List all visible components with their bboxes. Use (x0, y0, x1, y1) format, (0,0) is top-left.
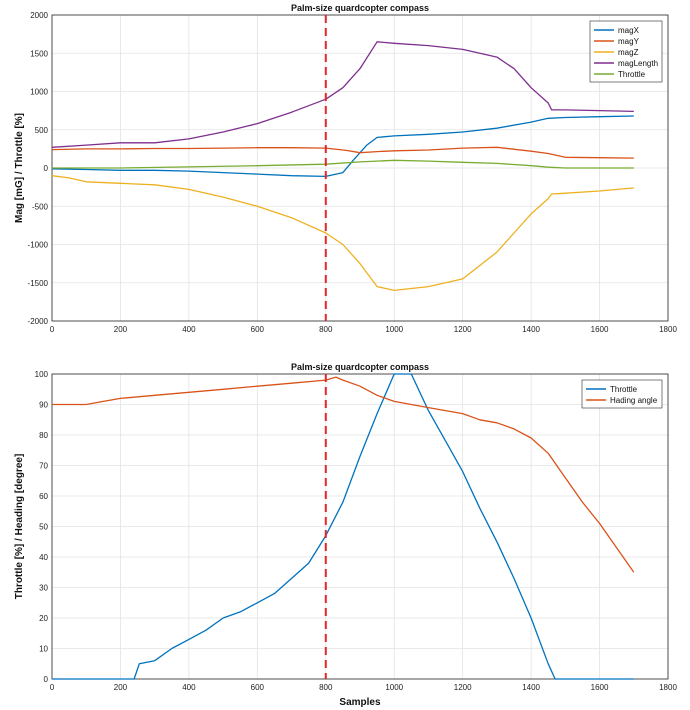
series-line-1-Throttle (52, 373, 634, 680)
x-tick-label-1-9: 1800 (659, 683, 677, 692)
legend-label-0-magX: magX (618, 26, 640, 35)
x-tick-label-0-5: 1000 (385, 325, 403, 334)
x-tick-label-1-4: 800 (319, 683, 333, 692)
chart-title-1: Palm-size quardcopter compass (291, 362, 429, 372)
x-axis-label-1: Samples (339, 697, 381, 708)
x-tick-label-1-0: 0 (50, 683, 55, 692)
y-tick-label-1-3: 30 (39, 584, 48, 593)
y-tick-label-1-9: 90 (39, 401, 48, 410)
x-tick-label-1-2: 400 (182, 683, 196, 692)
x-tick-label-0-1: 200 (114, 325, 128, 334)
x-tick-label-0-4: 800 (319, 325, 333, 334)
y-tick-label-0-5: 500 (35, 126, 49, 135)
x-tick-label-1-6: 1200 (454, 683, 472, 692)
legend-label-0-magY: magY (618, 37, 640, 46)
legend-label-1-Hading angle: Hading angle (610, 396, 658, 405)
y-tick-label-0-3: -500 (32, 202, 49, 211)
y-axis-label-0: Mag [mG] / Throttle [%] (14, 113, 25, 223)
x-tick-label-1-3: 600 (251, 683, 265, 692)
legend-label-0-Throttle: Throttle (618, 70, 646, 79)
y-tick-label-0-2: -1000 (28, 241, 49, 250)
x-tick-label-1-1: 200 (114, 683, 128, 692)
legend-label-1-Throttle: Throttle (610, 385, 638, 394)
chart-title-0: Palm-size quardcopter compass (291, 3, 429, 13)
y-tick-label-1-1: 10 (39, 645, 48, 654)
x-tick-label-0-7: 1400 (522, 325, 540, 334)
legend-label-0-magLength: magLength (618, 59, 658, 68)
y-tick-label-1-8: 80 (39, 431, 48, 440)
y-tick-label-1-10: 100 (35, 370, 49, 379)
axes-frame-1 (51, 373, 669, 680)
x-tick-label-1-8: 1600 (591, 683, 609, 692)
y-tick-label-1-5: 50 (39, 523, 48, 532)
y-tick-label-0-0: -2000 (28, 317, 49, 326)
y-tick-label-1-7: 70 (39, 462, 48, 471)
series-line-1-Hading angle (52, 376, 635, 573)
y-tick-label-1-6: 60 (39, 492, 48, 501)
y-axis-label-1: Throttle [%] / Heading [degree] (14, 454, 25, 600)
y-tick-label-1-2: 20 (39, 614, 48, 623)
x-tick-label-0-8: 1600 (591, 325, 609, 334)
series-line-0-magZ (51, 175, 634, 292)
legend-box-1 (581, 379, 663, 409)
y-tick-label-0-8: 2000 (30, 11, 48, 20)
x-tick-label-0-9: 1800 (659, 325, 677, 334)
legend-label-0-magZ: magZ (618, 48, 639, 57)
x-tick-label-0-3: 600 (251, 325, 265, 334)
y-tick-label-1-4: 40 (39, 553, 48, 562)
series-line-0-magY (51, 146, 634, 159)
series-line-0-magLength (51, 41, 634, 148)
y-tick-label-1-0: 0 (44, 675, 49, 684)
y-tick-label-0-1: -1500 (28, 279, 49, 288)
y-tick-label-0-4: 0 (44, 164, 49, 173)
series-line-0-Throttle (52, 159, 634, 169)
x-tick-label-0-0: 0 (50, 325, 55, 334)
y-tick-label-0-7: 1500 (30, 49, 48, 58)
x-tick-label-0-6: 1200 (454, 325, 472, 334)
x-tick-label-0-2: 400 (182, 325, 196, 334)
x-tick-label-1-7: 1400 (522, 683, 540, 692)
x-tick-label-1-5: 1000 (385, 683, 403, 692)
y-tick-label-0-6: 1000 (30, 88, 48, 97)
